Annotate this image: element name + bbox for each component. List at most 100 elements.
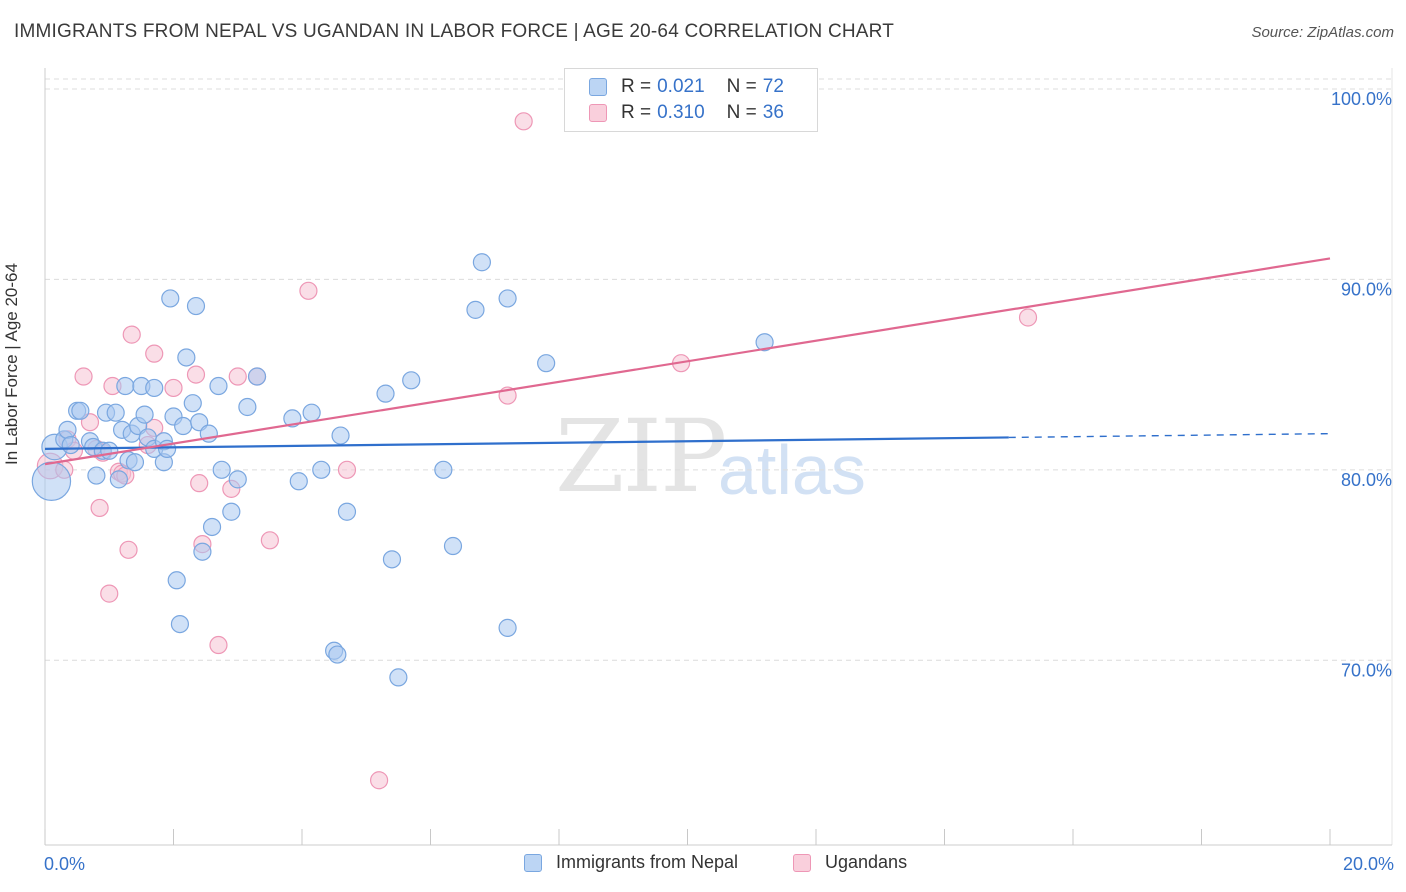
nepal-point <box>434 460 453 479</box>
ugandans-point <box>228 367 247 386</box>
ugandans-point <box>209 635 228 655</box>
legend-swatch-nepal <box>524 853 542 872</box>
nepal-point <box>209 376 228 396</box>
ugandans-point <box>100 584 119 603</box>
y-axis-label: In Labor Force | Age 20-64 <box>2 263 21 465</box>
ugandans-point <box>90 498 109 518</box>
nepal-point <box>228 470 247 489</box>
grid-lines <box>45 68 1393 845</box>
nepal-point <box>283 409 302 428</box>
nepal-point <box>331 426 350 445</box>
nepal-point <box>755 333 774 352</box>
nepal-point <box>61 435 80 455</box>
tick-labels: 70.0% 80.0% 90.0% 100.0% 0.0% 20.0% <box>44 89 1394 874</box>
nepal-point <box>472 253 491 272</box>
legend-item-ugandans[interactable]: Ugandans <box>793 852 907 873</box>
ugandans-point <box>186 365 206 384</box>
series-legend: Immigrants from Nepal Ugandans <box>0 852 1406 878</box>
nepal-point <box>337 502 357 521</box>
nepal-point <box>222 502 241 521</box>
watermark-zip: ZIP <box>555 398 727 515</box>
nepal-point <box>87 466 106 485</box>
legend-r-label: R = <box>621 76 652 97</box>
nepal-point <box>109 470 128 489</box>
nepal-point <box>498 618 517 637</box>
legend-row-nepal: R = 0.021 N = 72 <box>589 74 784 100</box>
ugandans-point <box>1018 308 1038 327</box>
legend-r-value: 0.310 <box>657 102 705 123</box>
ugandans-point <box>299 281 318 300</box>
chart-title: IMMIGRANTS FROM NEPAL VS UGANDAN IN LABO… <box>14 21 895 42</box>
legend-label-nepal: Immigrants from Nepal <box>556 852 739 872</box>
nepal-point <box>174 416 193 436</box>
nepal-point <box>302 403 321 422</box>
nepal-point <box>193 542 212 561</box>
y-tick-label: 90.0% <box>1341 279 1392 299</box>
nepal-point <box>402 371 421 390</box>
nepal-point <box>312 460 331 479</box>
nepal-point <box>145 378 164 398</box>
ugandans-point <box>145 344 164 363</box>
nepal-point <box>466 300 485 319</box>
legend-swatch-ugandans <box>589 104 607 122</box>
nepal-point <box>106 403 125 422</box>
ugandans-point <box>514 112 533 131</box>
nepal-point <box>202 517 222 537</box>
trend-lines <box>44 257 1331 466</box>
legend-r-value: 0.021 <box>657 76 705 97</box>
ugandans-point <box>370 771 389 790</box>
nepal-point <box>537 354 556 373</box>
legend-item-nepal[interactable]: Immigrants from Nepal <box>524 852 738 873</box>
legend-swatch-ugandans <box>793 853 811 872</box>
ugandans-point <box>337 460 357 479</box>
ugandans-point <box>74 367 93 386</box>
legend-n-value: 36 <box>762 102 784 123</box>
legend-swatch-nepal <box>589 78 607 96</box>
legend-n-label: N = <box>726 76 757 97</box>
nepal-point <box>183 394 202 413</box>
y-tick-label: 100.0% <box>1331 89 1392 109</box>
nepal-point <box>71 401 90 420</box>
nepal-point <box>161 289 180 308</box>
nepal-point <box>58 420 77 439</box>
nepal-point <box>328 645 347 664</box>
legend-n-label: N = <box>726 102 757 123</box>
nepal-point <box>498 289 517 308</box>
nepal-trend-line <box>44 436 1009 450</box>
nepal-point <box>170 614 190 634</box>
source-credit: Source: ZipAtlas.com <box>1251 24 1394 41</box>
nepal-point <box>376 384 395 403</box>
nepal-point <box>238 397 257 417</box>
ugandans-point <box>190 474 209 493</box>
nepal-point <box>212 460 231 479</box>
nepal-point <box>116 376 135 396</box>
nepal-point <box>247 367 267 386</box>
nepal-point <box>135 405 154 424</box>
ugandans-trend-line <box>44 257 1331 466</box>
nepal-point <box>177 348 196 367</box>
y-tick-label: 70.0% <box>1341 660 1392 680</box>
axes <box>44 68 1392 846</box>
x-tick-label-max: 20.0% <box>1343 854 1394 874</box>
ugandans-point <box>119 540 138 559</box>
legend-label-ugandans: Ugandans <box>825 852 908 872</box>
y-tick-label: 80.0% <box>1341 470 1392 490</box>
legend-n-value: 72 <box>762 76 784 97</box>
legend-r-label: R = <box>621 102 652 123</box>
nepal-points <box>31 253 774 687</box>
nepal-point <box>167 571 186 590</box>
nepal-trend-extension <box>1008 432 1331 439</box>
nepal-point <box>100 441 119 460</box>
nepal-point <box>186 296 206 316</box>
x-tick-label-min: 0.0% <box>44 854 85 874</box>
nepal-point <box>289 472 308 491</box>
correlation-legend: R = 0.021 N = 72 R = 0.310 N = 36 <box>564 68 818 132</box>
ugandans-point <box>164 378 183 398</box>
nepal-point <box>389 668 408 687</box>
ugandans-point <box>122 325 141 344</box>
nepal-point <box>31 461 72 501</box>
nepal-point <box>443 536 463 556</box>
ugandans-points <box>36 112 1038 790</box>
nepal-point <box>125 453 145 472</box>
